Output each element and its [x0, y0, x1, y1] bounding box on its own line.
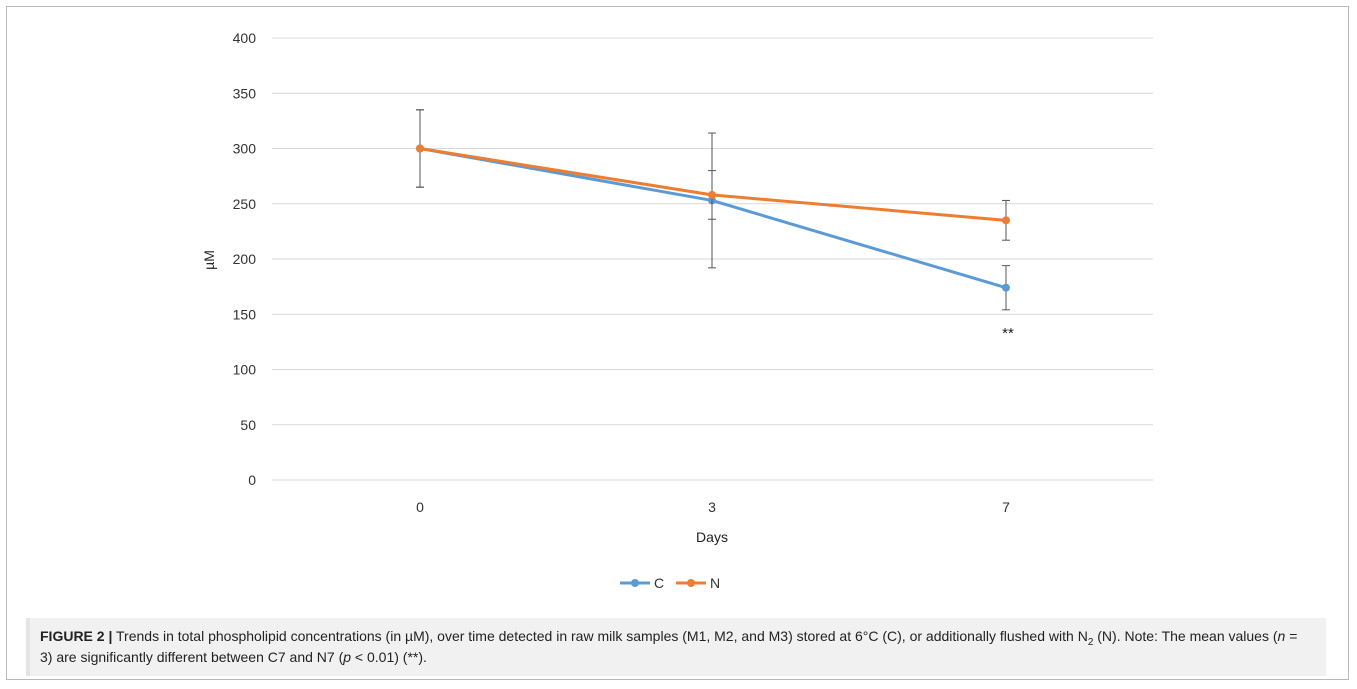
y-tick-label: 250 [233, 196, 257, 212]
y-tick-label: 150 [233, 306, 257, 322]
y-axis-label: µM [201, 250, 217, 270]
x-tick-label: 3 [708, 499, 716, 515]
y-tick-label: 0 [248, 472, 256, 488]
data-point-N [1002, 216, 1010, 225]
caption-p-value: < 0.01) (**). [351, 649, 427, 665]
legend-item-N: N [676, 575, 720, 591]
caption-p-italic: p [343, 649, 352, 665]
caption-subscript: 2 [1087, 636, 1094, 648]
y-tick-label: 300 [233, 141, 257, 157]
y-tick-labels: 0 50 100 150 200 250 300 350 400 [233, 30, 257, 488]
y-tick-label: 350 [233, 85, 257, 101]
caption-accent-bar [26, 618, 30, 676]
y-tick-label: 100 [233, 362, 257, 378]
series-lines [416, 109, 1010, 311]
caption-text: FIGURE 2 | Trends in total phospholipid … [26, 618, 1326, 676]
caption-n-italic: n [1277, 628, 1286, 644]
data-point-N [416, 144, 424, 153]
x-tick-label: 0 [416, 499, 424, 515]
data-point-N [708, 190, 716, 199]
y-tick-label: 50 [240, 417, 256, 433]
caption-line1: Trends in total phospholipid concentrati… [116, 628, 1046, 644]
y-tick-label: 200 [233, 251, 257, 267]
x-axis-label: Days [696, 529, 728, 545]
legend-label: N [710, 575, 720, 591]
series-line-N [419, 147, 1007, 222]
y-tick-label: 400 [233, 30, 257, 46]
legend-item-C: C [620, 575, 664, 591]
series-line-C [419, 147, 1007, 290]
x-tick-labels: 0 3 7 [416, 499, 1010, 515]
x-tick-label: 7 [1002, 499, 1010, 515]
caption-after-n2: (N). Note: The mean values ( [1093, 628, 1278, 644]
figure-caption: FIGURE 2 | Trends in total phospholipid … [26, 618, 1326, 676]
series-N [416, 109, 1010, 241]
legend-label: C [654, 575, 664, 591]
series-C [416, 109, 1010, 311]
caption-with-prefix: with N [1048, 628, 1088, 644]
figure-label: FIGURE 2 | [40, 628, 113, 644]
caption-n-value: = 3) are significantly different between… [40, 628, 1298, 665]
data-point-C [1002, 283, 1010, 292]
annotations: ** [1002, 325, 1014, 342]
legend-swatch-marker [687, 579, 695, 587]
legend-swatch-marker [631, 579, 639, 587]
significance-annotation: ** [1002, 325, 1014, 342]
figure-frame [6, 6, 1349, 680]
